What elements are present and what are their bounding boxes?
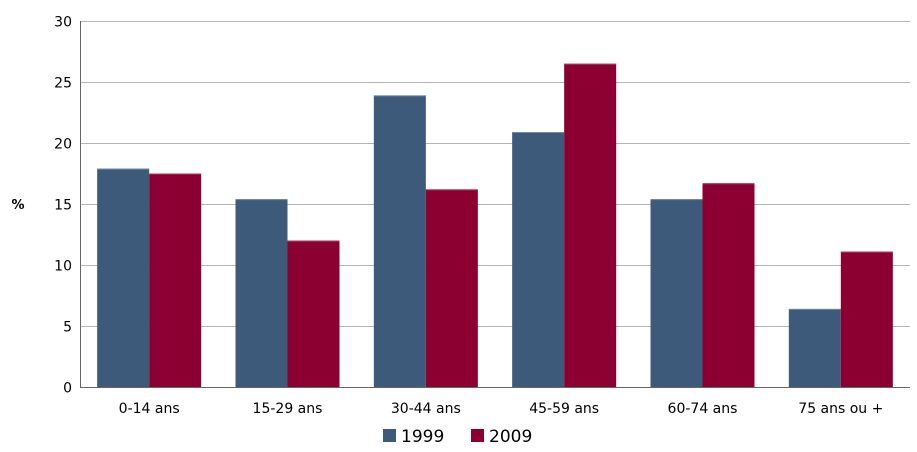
bar-2009-4 — [702, 183, 755, 387]
bar-1999-5 — [788, 308, 841, 387]
y-tick-label: 25 — [54, 76, 72, 92]
bars — [97, 63, 893, 388]
x-tick-label: 30-44 ans — [391, 401, 461, 417]
bar-1999-1 — [235, 199, 288, 387]
x-tick-label: 75 ans ou + — [798, 401, 883, 417]
bar-1999-2 — [373, 95, 426, 388]
bar-2009-5 — [840, 251, 893, 387]
y-tick-label: 10 — [54, 259, 72, 275]
bar-2009-0 — [149, 173, 202, 387]
bar-2009-3 — [564, 63, 617, 387]
y-tick-label: 20 — [54, 137, 72, 153]
x-tick-label: 60-74 ans — [668, 401, 738, 417]
bar-1999-3 — [512, 132, 565, 387]
legend-swatch-1999 — [383, 429, 396, 442]
gridlines — [80, 21, 910, 388]
y-tick-label: 30 — [54, 15, 72, 31]
legend-label-2009: 2009 — [489, 427, 532, 447]
axes: 0 5 10 15 20 25 30 0-14 ans 15-29 ans 30-44 ans 45… — [54, 15, 910, 417]
bar-1999-0 — [97, 168, 150, 387]
y-tick-label: 15 — [54, 198, 72, 214]
bar-2009-1 — [287, 240, 340, 387]
x-tick-label: 0-14 ans — [119, 401, 180, 417]
legend: 1999 2009 — [383, 427, 532, 447]
legend-swatch-2009 — [471, 429, 484, 442]
x-tick-label: 45-59 ans — [529, 401, 599, 417]
y-tick-label: 5 — [63, 320, 72, 336]
y-tick-label: 0 — [63, 381, 72, 397]
bar-1999-4 — [650, 199, 703, 387]
x-tick-label: 15-29 ans — [253, 401, 323, 417]
legend-label-1999: 1999 — [401, 427, 444, 447]
y-axis-label: % — [11, 198, 24, 213]
bar-2009-2 — [425, 189, 478, 387]
